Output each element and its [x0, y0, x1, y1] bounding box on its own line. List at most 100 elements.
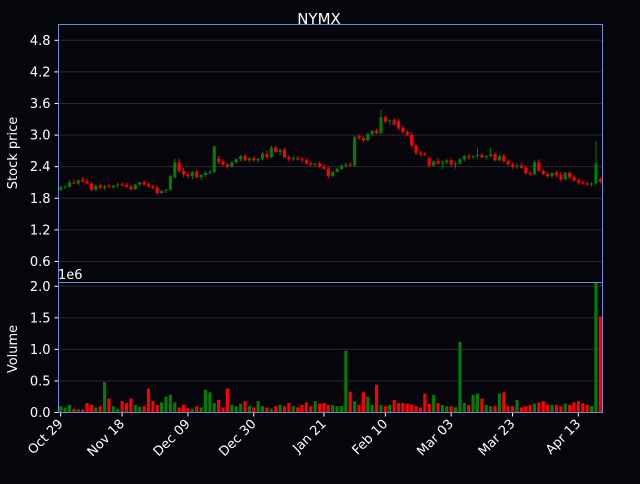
- volume-bar: [414, 406, 418, 413]
- candle-body: [423, 154, 427, 156]
- volume-bar: [475, 393, 480, 413]
- volume-bar: [269, 408, 273, 413]
- volume-axis-label: Volume: [6, 325, 21, 373]
- price-tick-label: 4.8: [30, 34, 51, 49]
- candle-body: [67, 182, 72, 187]
- volume-panel-frame: [58, 282, 603, 413]
- price-y-ticks: 0.6 1.2 1.8 2.4 3.0 3.6 4.2 4.8: [30, 34, 59, 270]
- volume-bar: [511, 406, 515, 413]
- volume-bar: [177, 407, 181, 413]
- candle-body: [309, 163, 313, 165]
- volume-tick-label: 1.5: [30, 311, 51, 326]
- candle-body: [239, 156, 243, 160]
- candle-body: [515, 165, 519, 167]
- price-tick-label: 3.6: [30, 97, 51, 112]
- price-grid: [58, 39, 603, 262]
- candle-body: [524, 167, 528, 173]
- volume-bar: [489, 406, 493, 413]
- volume-bar: [76, 409, 80, 413]
- volume-bar: [383, 406, 387, 413]
- candle-body: [98, 185, 102, 188]
- volume-bar: [572, 402, 576, 413]
- volume-bar: [221, 407, 225, 413]
- candle-body: [475, 155, 480, 157]
- volume-bar: [300, 404, 304, 413]
- volume-bar: [335, 406, 339, 413]
- price-tick-label: 4.2: [30, 65, 51, 80]
- candle-body: [339, 165, 344, 169]
- volume-bar: [589, 406, 594, 413]
- candle-body: [458, 159, 462, 164]
- volume-bar: [274, 406, 278, 413]
- candle-body: [72, 182, 76, 184]
- candle-body: [519, 165, 523, 168]
- volume-bar: [576, 401, 580, 413]
- volume-bar: [331, 404, 335, 413]
- volume-bar: [546, 404, 550, 413]
- volume-bar: [559, 406, 563, 413]
- volume-bar: [497, 393, 501, 413]
- candle-body: [453, 163, 458, 165]
- candle-body: [116, 184, 120, 186]
- candle-body: [361, 138, 365, 141]
- candle-body: [541, 170, 545, 175]
- volume-bar: [81, 409, 85, 413]
- candle-body: [546, 174, 550, 177]
- volume-bar: [326, 404, 330, 413]
- candle-body: [449, 160, 453, 165]
- candle-body: [344, 164, 348, 166]
- candle-body: [418, 152, 422, 155]
- volume-bar: [449, 406, 453, 413]
- candle-body: [221, 161, 225, 165]
- candle-body: [225, 164, 229, 167]
- volume-bar: [282, 406, 286, 413]
- candle-body: [568, 172, 572, 178]
- candle-body: [594, 163, 598, 184]
- volume-bar: [239, 403, 243, 413]
- candle-body: [151, 186, 155, 188]
- volume-bar: [160, 402, 164, 413]
- candle-body: [480, 155, 484, 158]
- volume-bar: [186, 408, 190, 413]
- candle-body: [269, 147, 273, 158]
- volume-bar: [440, 404, 444, 413]
- candle-body: [357, 136, 361, 139]
- volume-scale-label: 1e6: [58, 268, 83, 283]
- candle-body: [383, 117, 387, 122]
- candle-body: [124, 185, 129, 187]
- candle-body: [410, 135, 414, 146]
- candle-body: [146, 184, 150, 187]
- candle-body: [177, 162, 181, 171]
- candle-body: [59, 187, 63, 190]
- candle-body: [94, 185, 98, 190]
- price-candles: [59, 109, 602, 196]
- volume-bar: [453, 407, 458, 413]
- volume-bar: [168, 394, 172, 413]
- volume-bar: [585, 404, 589, 413]
- candle-body: [133, 184, 137, 190]
- volume-bar: [388, 404, 392, 413]
- candle-body: [160, 190, 164, 193]
- volume-bar: [260, 406, 265, 413]
- candle-body: [265, 154, 269, 158]
- candle-body: [63, 186, 67, 188]
- volume-bar: [458, 341, 462, 413]
- candle-body: [111, 185, 115, 188]
- volume-bar: [247, 406, 251, 413]
- volume-bar: [287, 403, 291, 413]
- volume-bar: [436, 403, 440, 413]
- volume-bar: [234, 406, 238, 413]
- volume-bar: [72, 408, 76, 413]
- volume-bar: [256, 401, 260, 413]
- candle-body: [282, 149, 286, 158]
- candle-body: [392, 120, 396, 125]
- volume-bar: [339, 406, 344, 413]
- candle-body: [462, 156, 466, 160]
- volume-bar: [155, 404, 159, 413]
- candle-body: [506, 161, 510, 165]
- volume-bar: [124, 403, 129, 413]
- candle-body: [230, 162, 234, 167]
- volume-bar: [107, 398, 111, 413]
- volume-bar: [344, 350, 348, 413]
